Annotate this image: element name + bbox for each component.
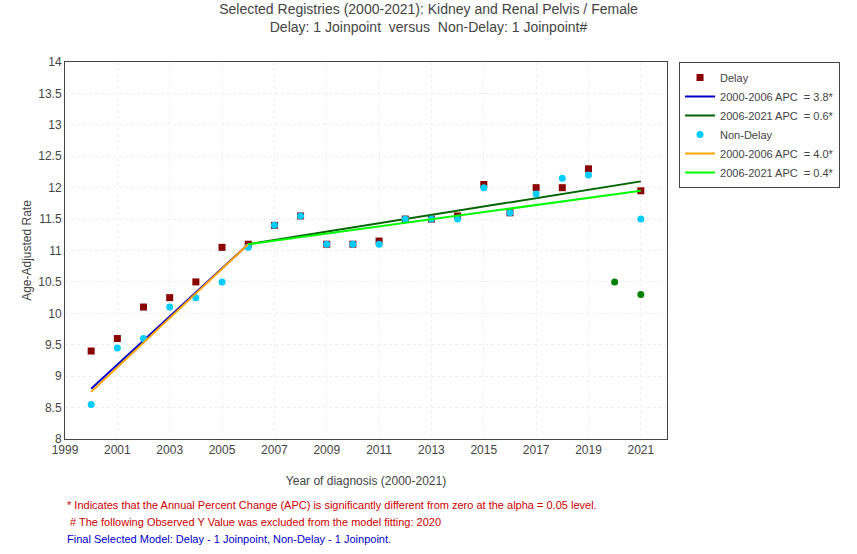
svg-text:2021: 2021	[627, 443, 654, 457]
svg-text:Final Selected Model: Delay -: Final Selected Model: Delay - 1 Joinpoin…	[67, 533, 391, 545]
svg-text:10: 10	[48, 307, 62, 321]
svg-text:2009: 2009	[313, 443, 340, 457]
svg-text:11.5: 11.5	[39, 212, 62, 226]
svg-text:2006-2021 APC = 0.6*: 2006-2021 APC = 0.6*	[720, 110, 834, 122]
svg-text:Delay: Delay	[720, 72, 749, 84]
svg-text:2005: 2005	[209, 443, 236, 457]
svg-text:2019: 2019	[575, 443, 602, 457]
svg-text:14: 14	[48, 55, 62, 69]
svg-text:Year of diagnosis (2000-2021): Year of diagnosis (2000-2021)	[286, 474, 446, 488]
svg-text:9.5: 9.5	[45, 338, 62, 352]
svg-text:8.5: 8.5	[45, 401, 62, 415]
svg-text:1999: 1999	[52, 443, 79, 457]
svg-text:# The following Observed Y Val: # The following Observed Y Value was exc…	[67, 516, 441, 528]
svg-text:2013: 2013	[418, 443, 445, 457]
svg-text:2007: 2007	[261, 443, 288, 457]
svg-text:2006-2021 APC = 0.4*: 2006-2021 APC = 0.4*	[720, 167, 834, 179]
svg-text:9: 9	[55, 369, 62, 383]
svg-text:2003: 2003	[156, 443, 183, 457]
svg-text:* Indicates that the Annual Pe: * Indicates that the Annual Percent Chan…	[67, 499, 597, 511]
svg-text:2000-2006 APC = 3.8*: 2000-2006 APC = 3.8*	[720, 91, 834, 103]
svg-text:10.5: 10.5	[38, 275, 62, 289]
svg-text:13: 13	[48, 118, 62, 132]
svg-text:2000-2006 APC = 4.0*: 2000-2006 APC = 4.0*	[720, 148, 834, 160]
svg-text:2001: 2001	[104, 443, 131, 457]
svg-text:12.5: 12.5	[38, 149, 62, 163]
svg-text:Age-Adjusted Rate: Age-Adjusted Rate	[20, 200, 34, 301]
svg-text:2015: 2015	[470, 443, 497, 457]
svg-text:12: 12	[48, 181, 62, 195]
svg-text:Selected Registries (2000-2021: Selected Registries (2000-2021): Kidney …	[219, 1, 638, 35]
svg-text:Non-Delay: Non-Delay	[720, 129, 772, 141]
svg-text:11: 11	[49, 244, 62, 258]
svg-text:2011: 2011	[366, 443, 392, 457]
svg-text:13.5: 13.5	[38, 87, 62, 101]
svg-text:8: 8	[55, 432, 62, 446]
svg-text:2017: 2017	[523, 443, 550, 457]
